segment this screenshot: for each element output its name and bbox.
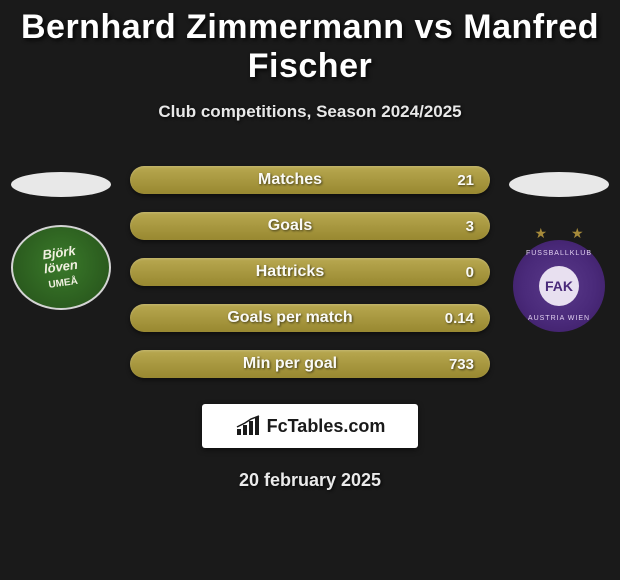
stat-value: 3 — [434, 218, 474, 235]
h2h-infographic: Bernhard Zimmermann vs Manfred Fischer C… — [0, 0, 620, 491]
stat-bar: Goals3 — [130, 212, 490, 240]
stat-label: Goals per match — [146, 309, 434, 327]
main-row: Björk löven UMEÅ Matches21 Goals3 Hattrick… — [0, 162, 620, 378]
stat-value: 733 — [434, 356, 474, 373]
bars-chart-icon — [235, 415, 261, 437]
stat-label: Matches — [146, 171, 434, 189]
stat-value: 0.14 — [434, 310, 474, 327]
left-column: Björk löven UMEÅ — [6, 162, 116, 310]
stats-column: Matches21 Goals3 Hattricks0 Goals per match… — [116, 166, 504, 378]
stat-value: 0 — [434, 264, 474, 281]
club-badge-right-wrap: ★ ★ FUSSBALLKLUB FAK AUSTRIA WIEN — [509, 225, 609, 332]
club-badge-left-text: Björk löven UMEÅ — [41, 244, 81, 291]
club-badge-left: Björk löven UMEÅ — [11, 225, 111, 310]
stat-bar: Min per goal733 — [130, 350, 490, 378]
badge-right-ring-bot: AUSTRIA WIEN — [528, 315, 590, 322]
stat-value: 21 — [434, 172, 474, 189]
star-icon: ★ — [571, 225, 584, 242]
page-title: Bernhard Zimmermann vs Manfred Fischer — [0, 8, 620, 86]
stat-bar: Goals per match0.14 — [130, 304, 490, 332]
badge-left-line3: UMEÅ — [48, 275, 79, 290]
player-left-placeholder — [11, 172, 111, 197]
club-badge-right: FUSSBALLKLUB FAK AUSTRIA WIEN — [513, 240, 605, 332]
star-icon: ★ — [534, 225, 547, 242]
badge-right-center: FAK — [539, 266, 579, 306]
stat-label: Goals — [146, 217, 434, 235]
footer-date: 20 february 2025 — [0, 470, 620, 491]
branding-box[interactable]: FcTables.com — [202, 404, 418, 448]
stat-label: Hattricks — [146, 263, 434, 281]
badge-left-line2: löven — [43, 257, 79, 277]
subtitle: Club competitions, Season 2024/2025 — [0, 102, 620, 122]
stat-label: Min per goal — [146, 355, 434, 373]
branding-text: FcTables.com — [267, 416, 386, 437]
badge-right-ring-top: FUSSBALLKLUB — [526, 250, 592, 257]
stat-bar: Hattricks0 — [130, 258, 490, 286]
right-column: ★ ★ FUSSBALLKLUB FAK AUSTRIA WIEN — [504, 162, 614, 332]
player-right-placeholder — [509, 172, 609, 197]
stat-bar: Matches21 — [130, 166, 490, 194]
